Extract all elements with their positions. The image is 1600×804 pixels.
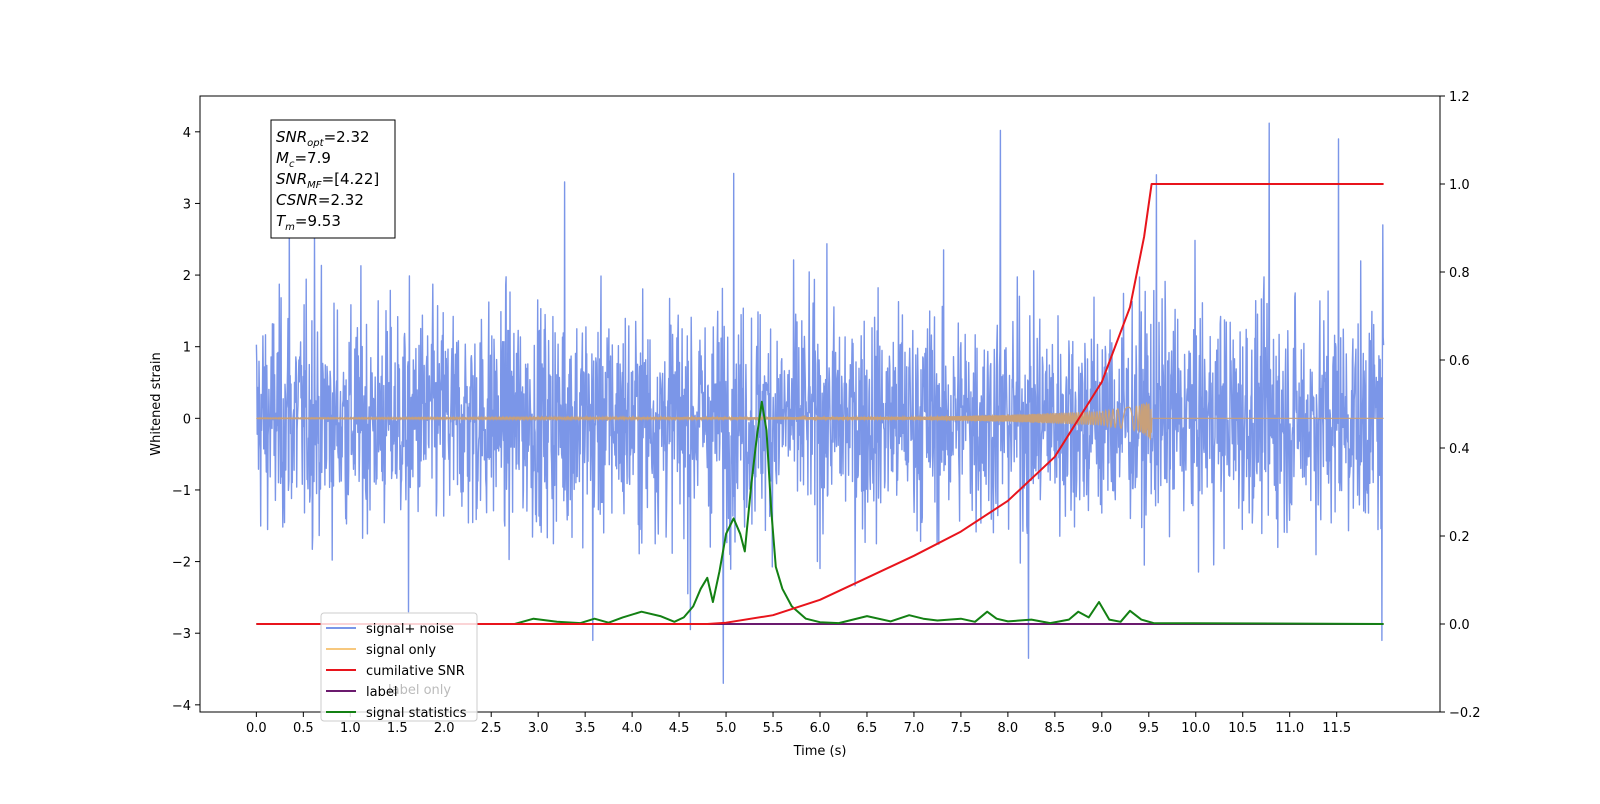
x-axis-label: Time (s)	[793, 744, 847, 759]
annotation-frame	[270, 119, 396, 239]
y-right-tick-label: 0.6	[1449, 354, 1470, 369]
y-right-tick-label: 1.0	[1449, 178, 1470, 193]
annotation-symbol: CSNR	[276, 191, 318, 209]
x-tick-label: 6.5	[857, 721, 878, 736]
x-tick-label: 6.0	[810, 721, 831, 736]
x-tick-label: 10.5	[1228, 721, 1257, 736]
legend: label only signal+ noise signal only cumila…	[320, 612, 478, 722]
y-tick-label: 2	[183, 269, 191, 284]
annotation-line: SNRopt=2.32	[276, 128, 370, 149]
x-tick-label: 10.0	[1181, 721, 1210, 736]
series-signal-statistics-line	[256, 400, 1384, 625]
annotation-line: CSNR=2.32	[276, 191, 364, 209]
x-tick-label: 3.5	[575, 721, 596, 736]
x-tick-label: 7.5	[951, 721, 972, 736]
x-tick-label: 0.5	[293, 721, 314, 736]
x-tick-label: 1.0	[340, 721, 361, 736]
annotation-value: =[4.22]	[322, 170, 380, 188]
legend-label: signal only	[366, 643, 436, 658]
x-tick-label: 11.5	[1322, 721, 1351, 736]
x-tick-label: 2.5	[481, 721, 502, 736]
annotation-subscript: opt	[307, 138, 324, 149]
y-tick-label: −1	[172, 484, 191, 499]
annotation-value: =2.32	[318, 191, 364, 209]
series-signal-only-line	[256, 402, 1384, 441]
annotation-value: =9.53	[295, 212, 341, 230]
y-tick-label: 0	[183, 412, 191, 427]
annotation-value: =2.32	[324, 128, 370, 146]
annotation-symbol: SNR	[276, 170, 307, 188]
legend-frame	[320, 612, 478, 722]
x-tick-label: 2.0	[434, 721, 455, 736]
annotation-line: Tm=9.53	[276, 212, 341, 233]
x-tick-label: 11.0	[1275, 721, 1304, 736]
x-tick-label: 3.0	[528, 721, 549, 736]
annotation-line: SNRMF=[4.22]	[276, 170, 379, 191]
annotation-subscript: MF	[307, 180, 322, 191]
y-tick-label: 4	[183, 126, 191, 141]
y-right-tick-label: 0.4	[1449, 442, 1470, 457]
annotation-value: =7.9	[294, 149, 330, 167]
x-tick-label: 4.0	[622, 721, 643, 736]
y-tick-label: −4	[172, 699, 191, 714]
legend-label: cumilative SNR	[366, 664, 465, 679]
y-right-tick-label: 0.0	[1449, 618, 1470, 633]
y-tick-label: 3	[183, 197, 191, 212]
annotation-subscript: m	[285, 222, 295, 233]
series-cumulative-snr-line	[256, 183, 1384, 625]
x-tick-label: 9.5	[1138, 721, 1159, 736]
y-tick-label: 1	[183, 341, 191, 356]
x-tick-label: 4.5	[669, 721, 690, 736]
x-tick-label: 0.0	[246, 721, 267, 736]
annotation-symbol: SNR	[276, 128, 307, 146]
x-tick-label: 8.0	[998, 721, 1019, 736]
y-right-tick-label: −0.2	[1449, 706, 1481, 721]
legend-label: signal+ noise	[366, 622, 454, 637]
y-axis-label: Whitened strain	[149, 352, 164, 455]
x-tick-label: 1.5	[387, 721, 408, 736]
y-tick-label: −3	[172, 627, 191, 642]
y-right-tick-label: 1.2	[1449, 90, 1470, 105]
legend-overlap-text: label only	[388, 683, 451, 698]
annotation-symbol: T	[276, 212, 287, 230]
x-tick-label: 9.0	[1091, 721, 1112, 736]
x-tick-label: 5.5	[763, 721, 784, 736]
legend-label: signal statistics	[366, 706, 467, 721]
annotation-box: SNRopt=2.32Mc=7.9SNRMF=[4.22]CSNR=2.32Tm…	[270, 119, 396, 239]
y-tick-label: −2	[172, 556, 191, 571]
annotation-subscript: c	[289, 159, 295, 170]
annotation-symbol: M	[276, 149, 289, 167]
series-signal-noise-line	[255, 122, 1385, 684]
legend-label: label	[366, 685, 397, 700]
x-tick-label: 8.5	[1045, 721, 1066, 736]
annotation-line: Mc=7.9	[276, 149, 331, 170]
y-right-tick-label: 0.8	[1449, 266, 1470, 281]
x-tick-label: 5.0	[716, 721, 737, 736]
y-right-tick-label: 0.2	[1449, 530, 1470, 545]
x-tick-label: 7.0	[904, 721, 925, 736]
ticks-layer: 0.0 0.5 1.0 1.5 2.0 2.5 3.0 3.5 4.0 4.5 5.0 5.5 6.0 6…	[172, 90, 1481, 736]
